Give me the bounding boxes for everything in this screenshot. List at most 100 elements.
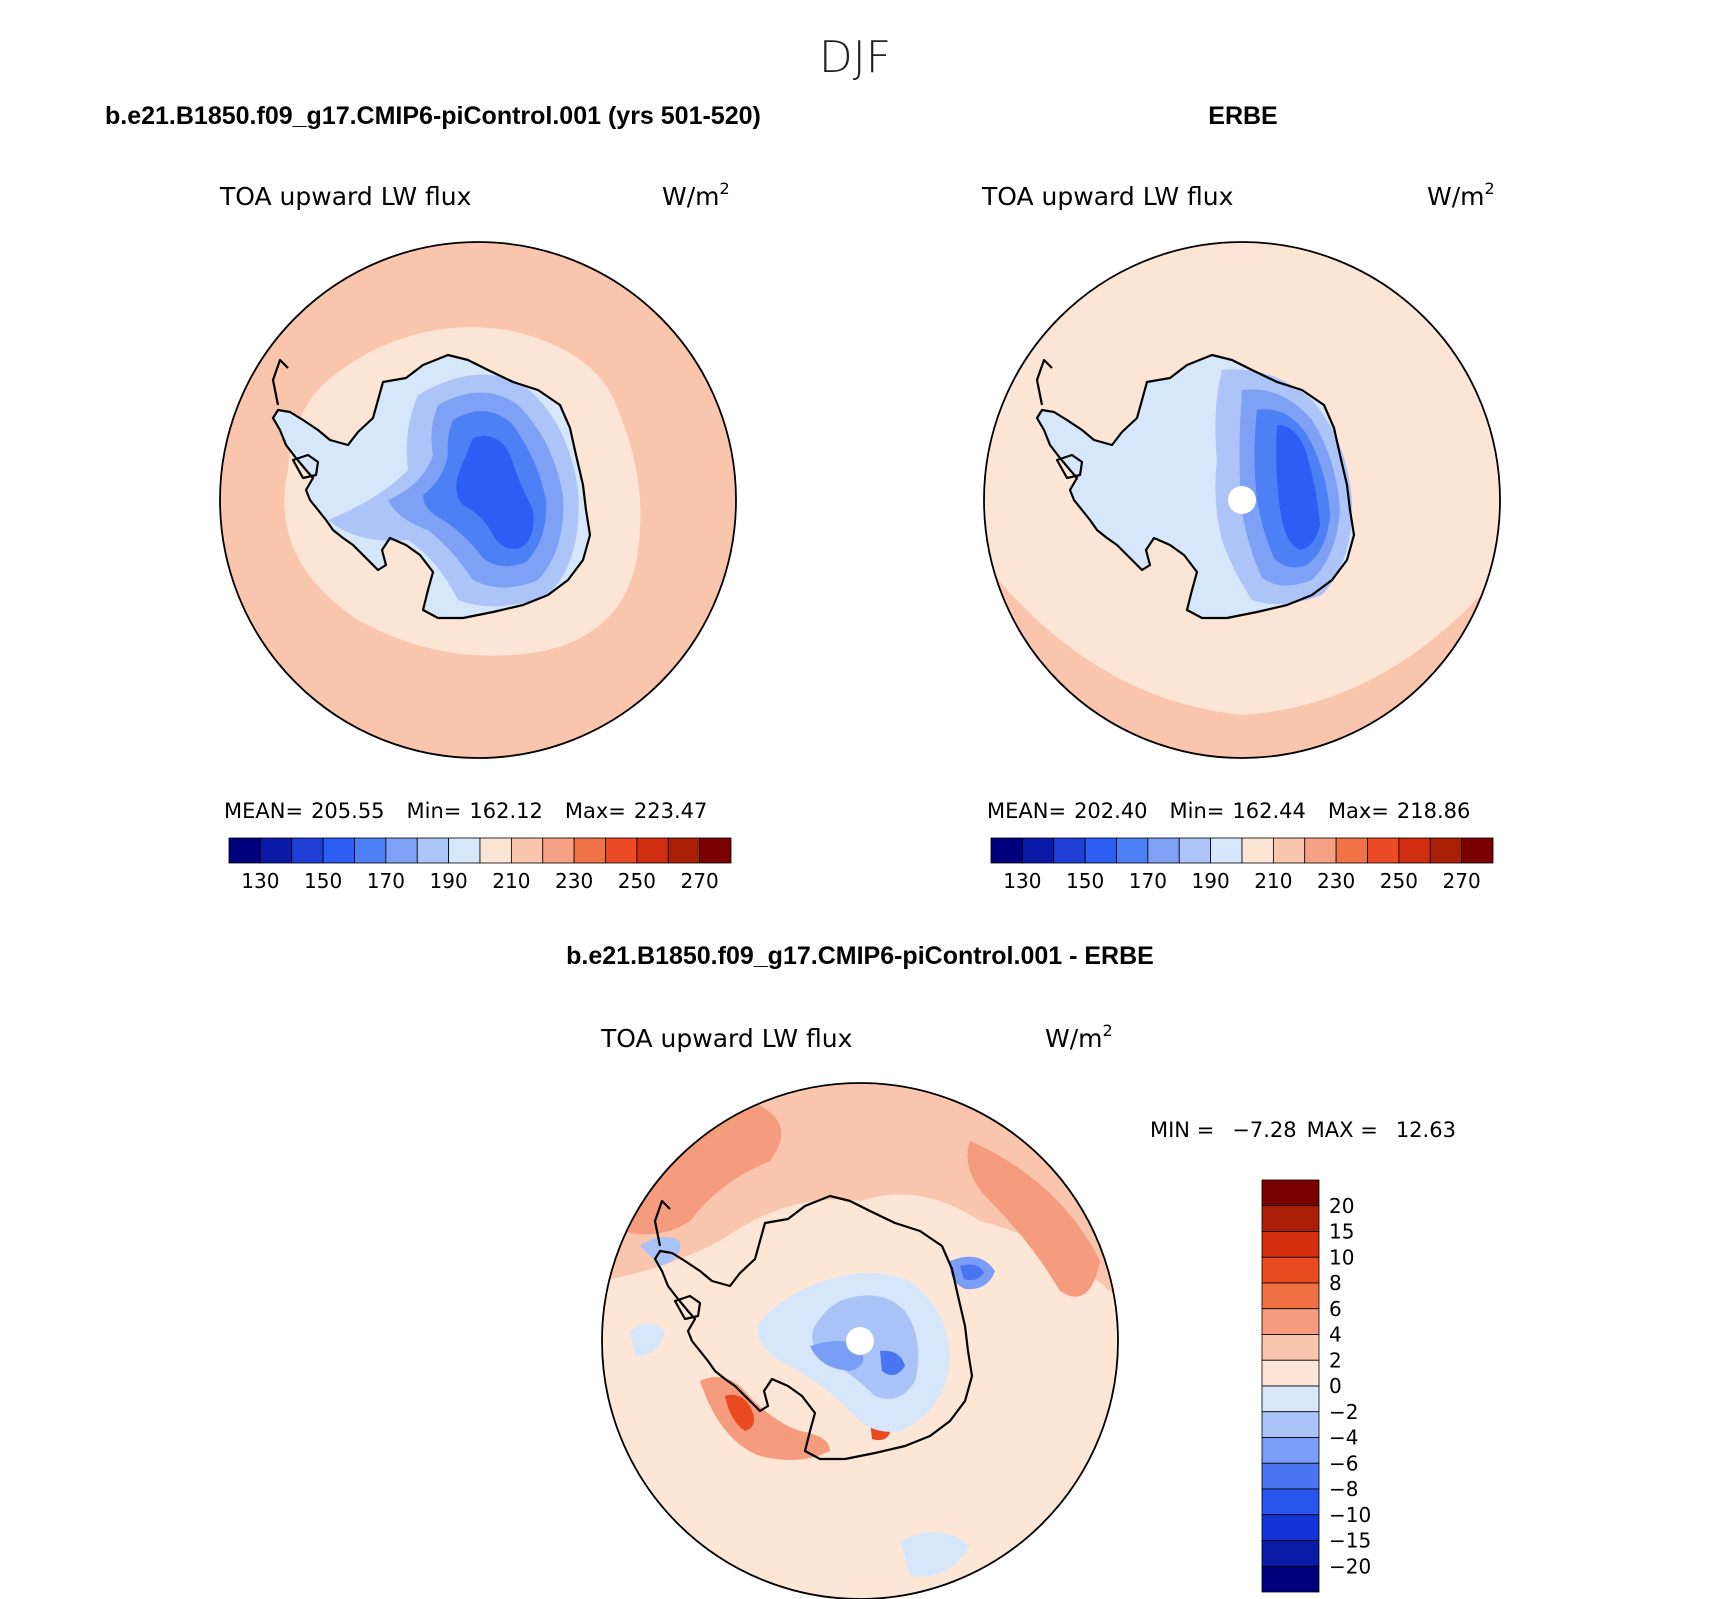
variable-label: TOA upward LW flux [600,1024,852,1053]
map-level-region [960,1264,984,1281]
units-label: W/m2 [662,179,730,211]
colorbar-tick-label: −2 [1329,1400,1358,1424]
map-level-region [1276,425,1320,550]
colorbar-swatch [1398,837,1431,864]
colorbar-swatch [291,837,324,864]
colorbar-tick-label: 130 [241,869,279,893]
colorbar-swatch [1178,837,1212,864]
colorbar-swatch [416,837,450,864]
colorbar-swatch [1367,837,1400,864]
colorbar-tick-label: 130 [1003,869,1041,893]
map-border [601,1082,1119,1599]
map-level-region [880,1350,905,1375]
colorbar-swatch [1261,1565,1320,1593]
colorbar-tick-label: 170 [1129,869,1167,893]
colorbar-swatch [636,837,669,864]
colorbar-swatch [1261,1231,1320,1258]
colorbar-swatch [1261,1308,1320,1335]
peninsula-tip [271,358,289,406]
colorbar-tick-label: 4 [1329,1323,1342,1347]
page-title: DJF [819,32,891,83]
map-level-region [900,1532,970,1577]
colorbar-swatch [1261,1385,1320,1413]
stats-line: MEAN= 202.40 Min= 162.44 Max= 218.86 [987,799,1470,823]
colorbar-swatch [1429,837,1463,864]
colorbar-tick-label: −8 [1329,1477,1358,1501]
colorbar-tick-label: 150 [1066,869,1104,893]
colorbar-swatch [510,837,544,864]
colorbar-tick-label: 210 [492,869,530,893]
map-level-region [630,1323,665,1356]
colorbar-swatch [1053,837,1086,864]
variable-label: TOA upward LW flux [981,182,1233,211]
colorbar-swatch [1261,1334,1320,1361]
colorbar-swatch [1304,837,1337,864]
colorbar-swatch [1116,837,1149,864]
peninsula-tip [653,1199,671,1247]
colorbar-swatch [667,837,701,864]
colorbar-tick-label: 230 [1317,869,1355,893]
colorbar-swatch [322,837,355,864]
colorbar-swatch [259,837,293,864]
colorbar-swatch [573,837,606,864]
polar-map [601,1082,1119,1599]
colorbar-tick-label: 150 [304,869,342,893]
colorbar-swatch [699,837,732,864]
colorbar-tick-label: 270 [1443,869,1481,893]
map-level-region [725,1394,754,1431]
colorbar-tick-label: 210 [1254,869,1292,893]
colorbar: 130 150 170 190 210 230 250 270 [990,837,1494,893]
colorbar-swatch [1261,1179,1320,1207]
colorbar-swatch [605,837,638,864]
peninsula-tip [1035,358,1053,406]
colorbar-tick-label: −15 [1329,1529,1371,1553]
map-level-region [984,560,1500,758]
colorbar-swatch [354,837,387,864]
colorbar-swatch [1261,1514,1320,1541]
colorbar-tick-label: 250 [1380,869,1418,893]
colorbar-swatch [1261,1488,1320,1516]
colorbar-swatch [1261,1462,1320,1490]
colorbar-swatch [1241,837,1274,864]
colorbar-swatch [448,837,481,864]
colorbar-swatch [1261,1205,1320,1232]
colorbar-swatch [228,837,261,864]
units-label: W/m2 [1427,179,1495,211]
colorbar-tick-label: 6 [1329,1297,1342,1321]
colorbar-tick-label: 10 [1329,1245,1354,1269]
case-title: b.e21.B1850.f09_g17.CMIP6-piControl.001 … [105,102,761,130]
colorbar-tick-label: 250 [618,869,656,893]
colorbar-tick-label: 20 [1329,1194,1354,1218]
colorbar-swatch [1084,837,1117,864]
colorbar-tick-label: −4 [1329,1426,1358,1450]
colorbar-swatch [479,837,512,864]
colorbar-swatch [1261,1411,1320,1438]
colorbar-tick-label: 8 [1329,1271,1342,1295]
colorbar-tick-label: 2 [1329,1348,1342,1372]
map-border [983,241,1501,759]
colorbar-swatch [1261,1256,1320,1284]
difference-panel: b.e21.B1850.f09_g17.CMIP6-piControl.001 … [566,942,1456,1599]
pole-hole [1228,486,1256,514]
colorbar-tick-label: 15 [1329,1220,1354,1244]
colorbar-swatch [1261,1540,1320,1567]
model-panel: b.e21.B1850.f09_g17.CMIP6-piControl.001 … [105,102,761,893]
colorbar-swatch [1461,837,1494,864]
minmax-line: MIN = −7.28 MAX = 12.63 [1150,1118,1456,1142]
map-level-region [620,1101,782,1235]
case-title: b.e21.B1850.f09_g17.CMIP6-piControl.001 … [566,942,1154,970]
colorbar-swatch [1210,837,1243,864]
stats-line: MEAN= 205.55 Min= 162.12 Max= 223.47 [224,799,707,823]
colorbar-swatch [1261,1437,1320,1464]
colorbar-tick-label: −6 [1329,1451,1358,1475]
colorbar-swatch [1261,1359,1320,1387]
colorbar-tick-label: −20 [1329,1554,1371,1578]
map-level-region [967,1141,1100,1297]
colorbar-swatch [990,837,1023,864]
map-level-region [456,436,534,549]
polar-map [983,241,1501,759]
colorbar-swatch [385,837,418,864]
units-label: W/m2 [1045,1021,1113,1053]
colorbar-tick-label: 170 [367,869,405,893]
